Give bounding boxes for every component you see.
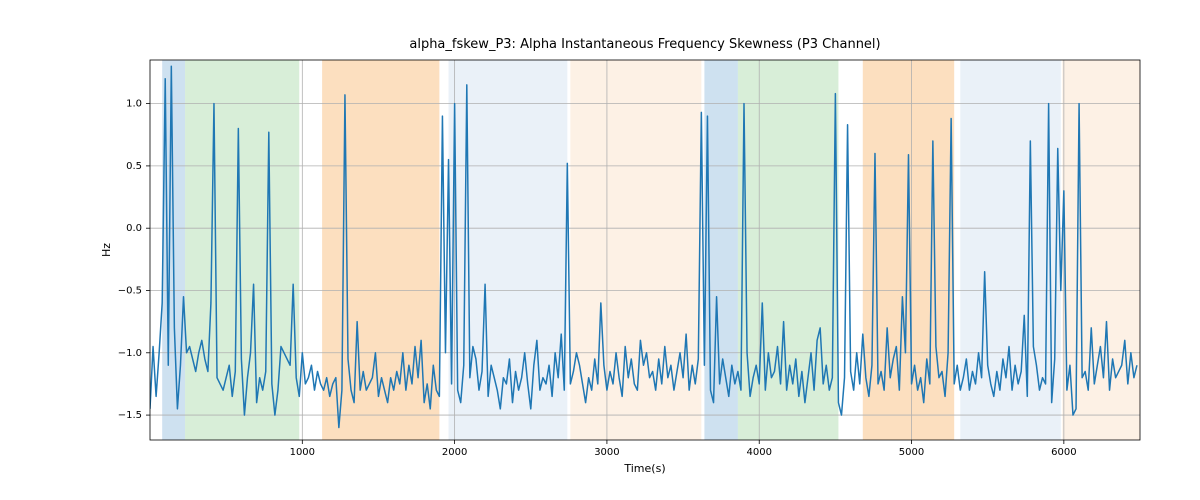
ytick-label: 0.0 bbox=[126, 223, 142, 234]
y-axis-label: Hz bbox=[100, 243, 113, 257]
chart-svg: 1000 2000 3000 4000 5000 6000 −1.5 −1.0 −0.5 0.0 0… bbox=[0, 0, 1200, 500]
ytick-label: −1.5 bbox=[118, 410, 142, 421]
xtick-label: 1000 bbox=[290, 447, 315, 458]
ytick-label: −1.0 bbox=[118, 348, 142, 359]
xtick-label: 2000 bbox=[442, 447, 467, 458]
ytick-label: 1.0 bbox=[126, 99, 142, 110]
chart-title: alpha_fskew_P3: Alpha Instantaneous Freq… bbox=[409, 37, 880, 52]
chart-container: 1000 2000 3000 4000 5000 6000 −1.5 −1.0 −0.5 0.0 0… bbox=[0, 0, 1200, 500]
xtick-label: 4000 bbox=[747, 447, 772, 458]
xtick-label: 5000 bbox=[899, 447, 924, 458]
xtick-label: 3000 bbox=[594, 447, 619, 458]
ytick-label: 0.5 bbox=[126, 161, 142, 172]
ytick-label: −0.5 bbox=[118, 285, 142, 296]
x-axis-label: Time(s) bbox=[623, 462, 665, 475]
xtick-label: 6000 bbox=[1051, 447, 1076, 458]
